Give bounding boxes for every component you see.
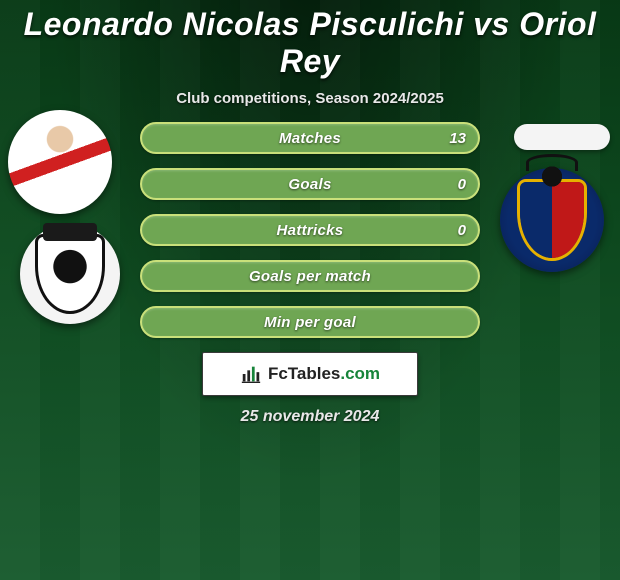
metric-row: Goals per match	[140, 260, 480, 292]
shield-icon	[35, 234, 105, 314]
metric-label: Goals	[288, 176, 331, 193]
metric-label: Min per goal	[264, 314, 356, 331]
comparison-card: Leonardo Nicolas Pisculichi vs Oriol Rey…	[0, 0, 620, 580]
page-title: Leonardo Nicolas Pisculichi vs Oriol Rey	[0, 0, 620, 80]
metric-label: Goals per match	[249, 268, 371, 285]
metric-row: Matches 13	[140, 122, 480, 154]
metric-row: Goals 0	[140, 168, 480, 200]
metric-right-value: 13	[449, 124, 466, 152]
player-right-avatar	[514, 124, 610, 150]
club-right-crest	[500, 168, 604, 272]
bar-chart-icon	[240, 363, 262, 385]
snapshot-date: 25 november 2024	[0, 408, 620, 426]
metric-label: Matches	[279, 130, 341, 147]
metric-row: Hattricks 0	[140, 214, 480, 246]
club-left-crest	[20, 224, 120, 324]
brand-main: FcTables	[268, 364, 340, 383]
brand-suffix: .com	[340, 364, 380, 383]
metric-row: Min per goal	[140, 306, 480, 338]
subtitle: Club competitions, Season 2024/2025	[0, 90, 620, 107]
brand-text: FcTables.com	[268, 364, 380, 384]
metric-right-value: 0	[458, 216, 466, 244]
metrics-list: Matches 13 Goals 0 Hattricks 0 Goals per…	[140, 122, 480, 352]
shield-icon	[520, 182, 584, 258]
metric-right-value: 0	[458, 170, 466, 198]
player-left-avatar	[8, 110, 112, 214]
brand-badge: FcTables.com	[202, 352, 418, 396]
metric-label: Hattricks	[277, 222, 344, 239]
